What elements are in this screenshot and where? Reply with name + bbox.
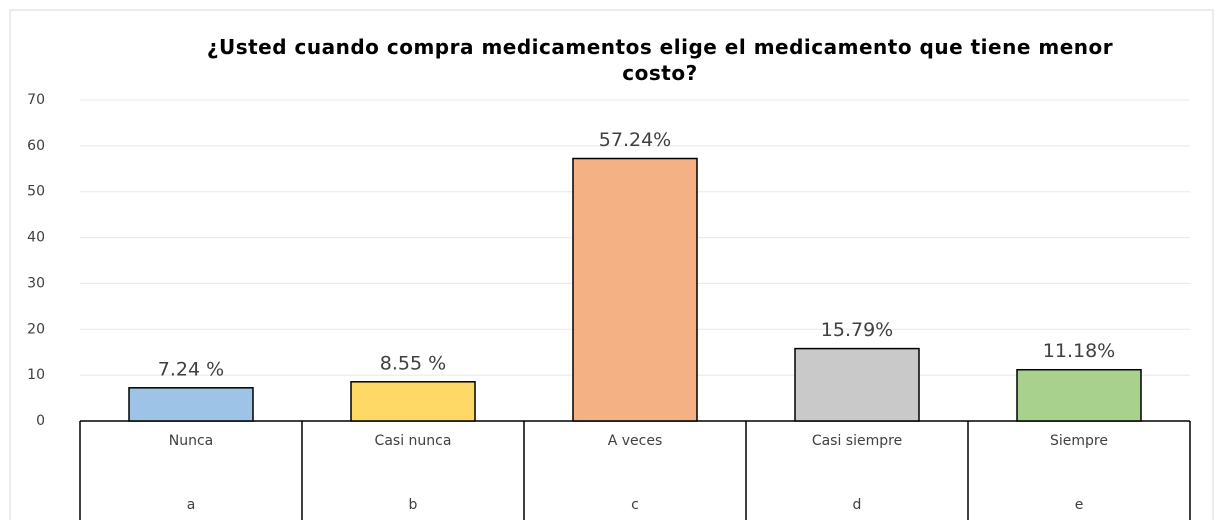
bar xyxy=(350,381,476,422)
data-label: 15.79% xyxy=(821,319,893,341)
bar xyxy=(794,347,920,422)
bar xyxy=(128,387,254,422)
x-subcategory-label: d xyxy=(853,497,862,513)
y-tick-label: 0 xyxy=(36,413,45,429)
x-subcategory-label: b xyxy=(409,497,418,513)
x-tick-label: Nunca xyxy=(169,433,214,449)
x-tick-label: A veces xyxy=(608,433,663,449)
data-label: 8.55 % xyxy=(380,352,446,374)
y-tick-label: 20 xyxy=(27,321,45,337)
x-subcategory-label: a xyxy=(187,497,196,513)
chart-frame xyxy=(9,9,1214,520)
bar xyxy=(1016,368,1142,422)
y-tick-label: 50 xyxy=(27,184,45,200)
data-label: 7.24 % xyxy=(158,358,224,380)
y-tick-label: 70 xyxy=(27,92,45,108)
x-tick-label: Casi nunca xyxy=(375,433,452,449)
y-tick-label: 10 xyxy=(27,367,45,383)
x-tick-label: Casi siempre xyxy=(812,433,902,449)
x-subcategory-label: e xyxy=(1075,497,1084,513)
chart-title: ¿Usted cuando compra medicamentos elige … xyxy=(206,35,1114,85)
y-tick-label: 60 xyxy=(27,138,45,154)
data-label: 11.18% xyxy=(1043,340,1115,362)
x-tick-label: Siempre xyxy=(1050,433,1108,449)
x-subcategory-label: c xyxy=(631,497,639,513)
data-label: 57.24% xyxy=(599,129,671,151)
bar xyxy=(572,157,698,422)
y-tick-label: 40 xyxy=(27,230,45,246)
y-tick-label: 30 xyxy=(27,275,45,291)
